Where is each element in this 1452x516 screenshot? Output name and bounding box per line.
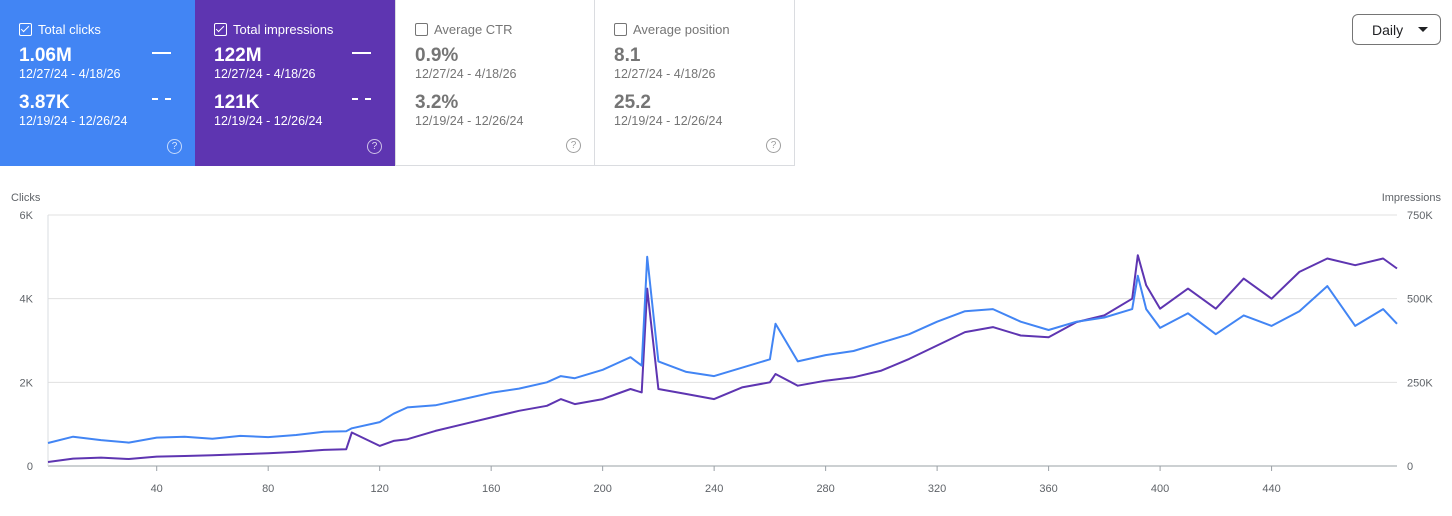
metric-value-current: 0.9%: [415, 45, 459, 66]
metric-value-current: 8.1: [614, 45, 641, 66]
metric-label: Average CTR: [434, 21, 513, 37]
checkbox-icon[interactable]: [19, 22, 32, 36]
solid-line-legend-icon: [352, 52, 371, 54]
solid-line-legend-icon: [152, 52, 171, 54]
metric-card-header: Total clicks: [19, 20, 195, 38]
metric-value-current: 122M: [214, 45, 262, 66]
metric-value-previous: 121K: [214, 92, 260, 113]
series-line-impressions: [47, 254, 1398, 463]
checkbox-icon[interactable]: [214, 22, 227, 36]
x-tick-label: 280: [816, 483, 834, 495]
help-icon[interactable]: ?: [766, 138, 781, 153]
metric-range-previous: 12/19/24 - 12/26/24: [614, 114, 723, 128]
x-tick-label: 120: [370, 483, 388, 495]
metric-range-current: 12/27/24 - 4/18/26: [19, 67, 121, 81]
metric-card-header: Average position: [614, 20, 794, 38]
right-tick-label: 750K: [1407, 210, 1433, 222]
left-axis-title: Clicks: [11, 192, 41, 204]
metric-cards: Total clicks 1.06M 12/27/24 - 4/18/26 3.87K…: [0, 0, 795, 166]
series-line-clicks: [47, 255, 1398, 444]
right-tick-label: 0: [1407, 461, 1413, 473]
x-tick-label: 320: [928, 483, 946, 495]
granularity-select[interactable]: Daily: [1352, 14, 1441, 45]
left-tick-label: 6K: [20, 210, 34, 222]
right-tick-label: 500K: [1407, 294, 1433, 306]
x-tick-label: 360: [1039, 483, 1057, 495]
x-tick-label: 400: [1151, 483, 1169, 495]
metric-card-clicks[interactable]: Total clicks 1.06M 12/27/24 - 4/18/26 3.87K…: [0, 0, 195, 166]
left-tick-label: 2K: [20, 377, 34, 389]
x-tick-label: 80: [262, 483, 274, 495]
metric-value-current: 1.06M: [19, 45, 72, 66]
metric-label: Average position: [633, 21, 730, 37]
x-tick-label: 200: [593, 483, 611, 495]
x-tick-label: 440: [1262, 483, 1280, 495]
right-tick-label: 250K: [1407, 377, 1433, 389]
performance-chart: Clicks Impressions 0 2K 4K 6K 0 250K 500K 750K…: [11, 192, 1442, 495]
x-tick-label: 160: [482, 483, 500, 495]
metric-range-current: 12/27/24 - 4/18/26: [214, 67, 316, 81]
metric-card-header: Average CTR: [415, 20, 594, 38]
help-icon[interactable]: ?: [566, 138, 581, 153]
metric-range-previous: 12/19/24 - 12/26/24: [19, 114, 128, 128]
metric-label: Total impressions: [233, 21, 334, 37]
metric-value-previous: 3.2%: [415, 92, 459, 113]
checkbox-icon[interactable]: [614, 22, 627, 36]
metric-card-impressions[interactable]: Total impressions 122M 12/27/24 - 4/18/26 1…: [195, 0, 395, 166]
metric-range-previous: 12/19/24 - 12/26/24: [415, 114, 524, 128]
help-icon[interactable]: ?: [367, 139, 382, 154]
metric-range-current: 12/27/24 - 4/18/26: [614, 67, 716, 81]
x-tick-label: 40: [151, 483, 163, 495]
checkbox-icon[interactable]: [415, 22, 428, 36]
metric-range-current: 12/27/24 - 4/18/26: [415, 67, 517, 81]
metric-card-ctr[interactable]: Average CTR 0.9% 12/27/24 - 4/18/26 3.2% 12/…: [395, 0, 595, 166]
metric-value-previous: 25.2: [614, 92, 651, 113]
right-axis-title: Impressions: [1382, 192, 1442, 204]
help-icon[interactable]: ?: [167, 139, 182, 154]
left-tick-label: 4K: [20, 294, 34, 306]
caret-down-icon: [1418, 27, 1428, 32]
dashed-line-legend-icon: [152, 98, 171, 100]
metric-range-previous: 12/19/24 - 12/26/24: [214, 114, 323, 128]
metric-label: Total clicks: [38, 21, 101, 37]
metric-card-header: Total impressions: [214, 20, 395, 38]
metric-card-position[interactable]: Average position 8.1 12/27/24 - 4/18/26 25.…: [595, 0, 795, 166]
metric-value-previous: 3.87K: [19, 92, 70, 113]
x-tick-label: 240: [705, 483, 723, 495]
dashed-line-legend-icon: [352, 98, 371, 100]
left-tick-label: 0: [27, 461, 33, 473]
granularity-select-value: Daily: [1372, 21, 1404, 38]
